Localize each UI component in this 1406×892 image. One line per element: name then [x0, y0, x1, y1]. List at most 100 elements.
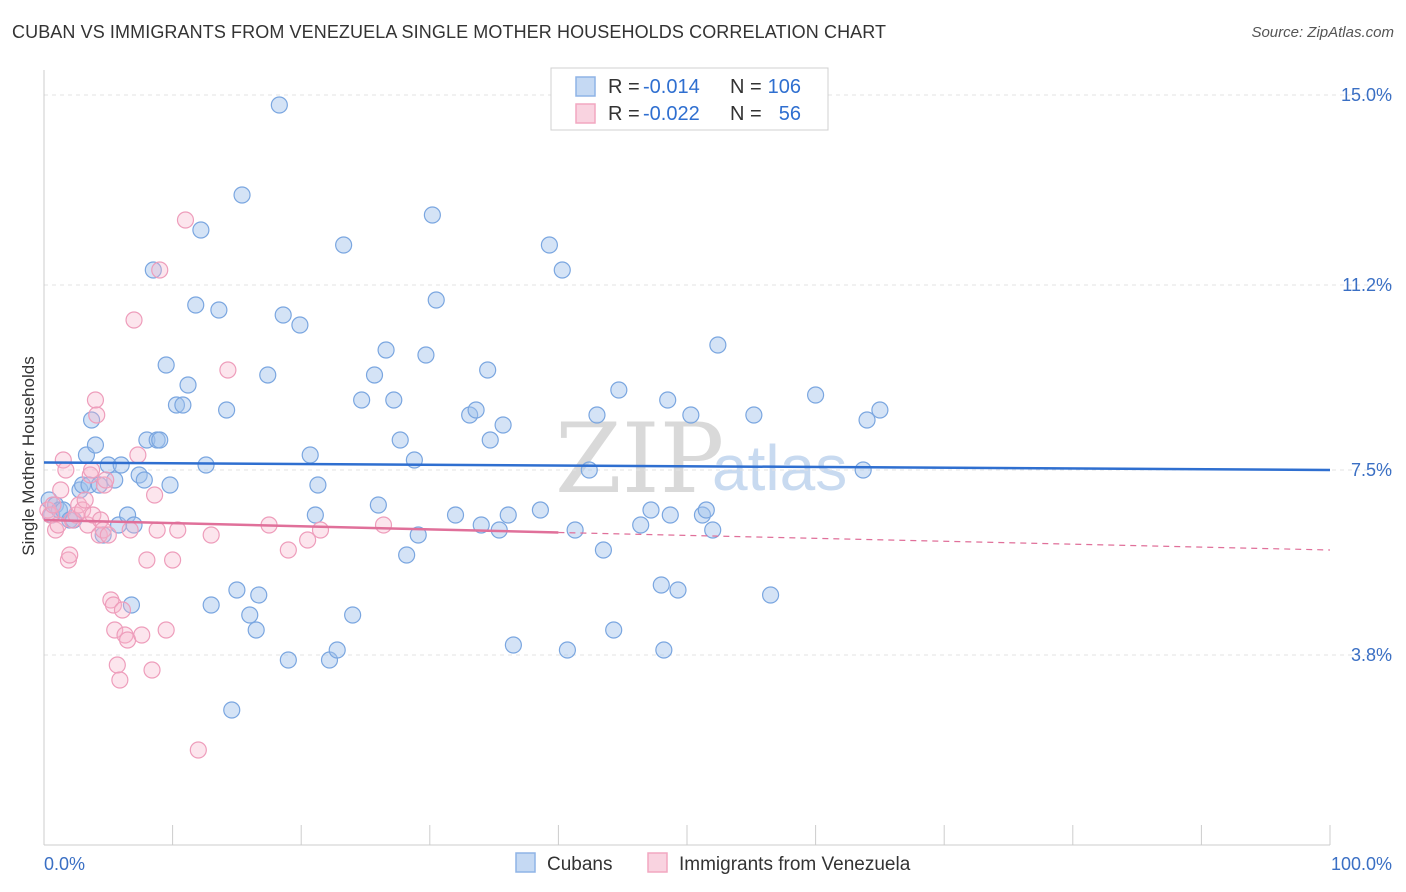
venezuela-point	[145, 486, 164, 504]
venezuela-trend-line	[43, 518, 559, 534]
venezuela-point	[97, 471, 115, 489]
venezuela-point	[76, 491, 94, 509]
venezuela-point	[106, 621, 124, 639]
cubans-point	[228, 581, 246, 599]
cubans-point	[223, 701, 241, 719]
bottom-legend: Cubans Immigrants from Venezuela	[515, 852, 911, 875]
venezuela-point	[374, 516, 393, 534]
cubans-point	[467, 401, 485, 419]
cubans-point	[377, 341, 395, 359]
cubans-point	[274, 306, 292, 324]
cubans-point	[499, 506, 517, 524]
legend-r-label-2: R =	[608, 103, 640, 125]
y-tick-labels: 3.8% 7.5% 11.2% 15.0%	[1341, 85, 1392, 665]
cubans-point	[566, 521, 584, 539]
cubans-point	[427, 291, 445, 309]
cubans-point	[306, 506, 324, 524]
venezuela-point	[148, 521, 166, 539]
venezuela-point	[82, 461, 101, 479]
cubans-point	[301, 446, 319, 464]
y-tick-label: 15.0%	[1341, 85, 1392, 105]
venezuela-points	[39, 211, 393, 759]
x-tick-label-max: 100.0%	[1331, 854, 1392, 874]
venezuela-point	[121, 521, 139, 539]
venezuela-point	[279, 541, 297, 559]
venezuela-point	[108, 656, 126, 674]
cubans-point	[655, 641, 673, 659]
cubans-point	[481, 431, 499, 449]
legend-n-value-1: 106	[768, 76, 801, 98]
venezuela-point	[73, 501, 92, 519]
venezuela-point	[39, 501, 57, 519]
venezuela-point	[151, 261, 169, 279]
venezuela-point	[44, 496, 62, 514]
cubans-point	[391, 431, 409, 449]
cubans-point	[130, 466, 148, 484]
legend-swatch-cubans	[575, 76, 596, 97]
venezuela-point	[111, 671, 129, 689]
legend-n-label-2: N =	[730, 103, 762, 125]
cubans-point	[594, 541, 613, 559]
cubans-point	[233, 186, 251, 204]
cubans-point	[187, 296, 205, 314]
venezuela-point	[133, 626, 151, 644]
y-tick-label: 3.8%	[1351, 645, 1392, 665]
cubans-point	[588, 406, 606, 424]
cubans-point	[86, 436, 105, 454]
cubans-point	[605, 621, 623, 639]
cubans-point	[335, 236, 353, 254]
cubans-point	[161, 476, 179, 494]
legend-n-value-2: 56	[779, 103, 801, 125]
y-tick-label: 11.2%	[1342, 275, 1392, 295]
cubans-point	[704, 521, 722, 539]
axes	[43, 70, 1331, 846]
venezuela-point	[143, 661, 161, 679]
chart-title: CUBAN VS IMMIGRANTS FROM VENEZUELA SINGL…	[12, 22, 887, 42]
cubans-point	[385, 391, 403, 409]
cubans-point	[247, 621, 265, 639]
cubans-point	[632, 516, 650, 534]
venezuela-point	[88, 406, 106, 424]
bottom-legend-swatch-venezuela	[647, 852, 668, 873]
cubans-point	[652, 576, 670, 594]
cubans-point	[417, 346, 435, 364]
cubans-point	[197, 456, 215, 474]
cubans-point	[192, 221, 210, 239]
legend-box	[550, 67, 829, 131]
venezuela-point	[176, 211, 195, 229]
cubans-point	[270, 96, 288, 114]
cubans-point	[871, 401, 889, 419]
venezuela-point	[46, 521, 65, 539]
venezuela-point	[86, 391, 105, 409]
venezuela-trend-extension	[558, 531, 1331, 551]
cubans-point	[682, 406, 700, 424]
cubans-point	[610, 381, 628, 399]
grid-lines	[44, 94, 1392, 656]
cubans-point	[745, 406, 763, 424]
venezuela-point	[164, 551, 182, 569]
cubans-point	[553, 261, 571, 279]
watermark-zip: ZIP	[555, 403, 724, 515]
cubans-point	[669, 581, 687, 599]
y-tick-label: 7.5%	[1351, 460, 1392, 480]
venezuela-point	[299, 531, 317, 549]
cubans-point	[806, 386, 825, 404]
cubans-point	[446, 506, 465, 524]
venezuela-point	[61, 546, 79, 564]
legend-r-value-2: -0.022	[643, 103, 700, 125]
venezuela-point	[102, 591, 120, 609]
venezuela-point	[129, 446, 147, 464]
cubans-point	[504, 636, 522, 654]
cubans-point	[202, 596, 220, 614]
cubans-point	[279, 651, 297, 669]
cubans-point	[210, 301, 228, 319]
cubans-point	[365, 366, 384, 384]
top-legend: R = -0.014 N = 106 R = -0.022 N = 56	[550, 67, 829, 131]
cubans-point	[369, 496, 387, 514]
source-label: Source: ZipAtlas.com	[1251, 24, 1394, 41]
cubans-point	[157, 356, 175, 374]
legend-n-label-1: N =	[730, 76, 762, 98]
cubans-point	[423, 206, 441, 224]
cubans-point	[179, 376, 197, 394]
